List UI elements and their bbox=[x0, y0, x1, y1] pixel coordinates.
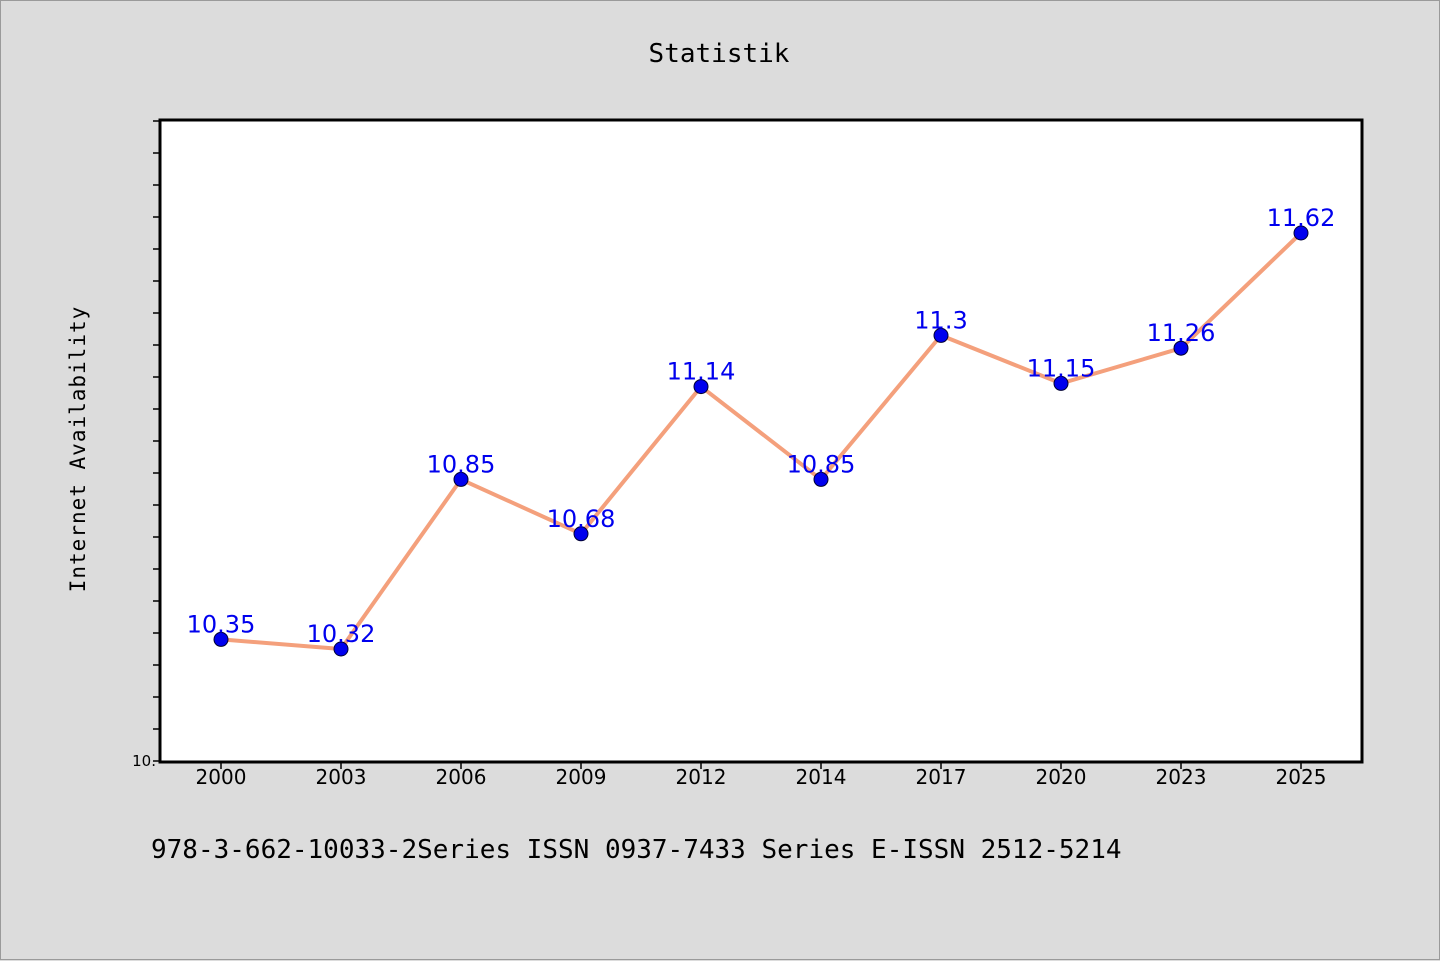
x-tick-label: 2020 bbox=[1036, 765, 1087, 789]
data-point bbox=[1173, 340, 1189, 356]
data-point bbox=[453, 471, 469, 487]
data-markers bbox=[213, 225, 1309, 657]
x-tick-label: 2017 bbox=[916, 765, 967, 789]
data-label: 10.32 bbox=[307, 620, 376, 648]
data-label: 10.68 bbox=[547, 505, 616, 533]
data-point bbox=[573, 526, 589, 542]
x-tick-label: 2025 bbox=[1276, 765, 1327, 789]
footnote-text: 978-3-662-10033-2Series ISSN 0937-7433 S… bbox=[151, 835, 1122, 865]
x-axis-ticks: 2000 2003 2006 2009 2012 2014 2017 2020 2023 2025 bbox=[196, 762, 1327, 789]
data-labels: 10.35 10.32 10.85 10.68 11.14 10.85 11.3 11.15 1… bbox=[187, 204, 1336, 648]
x-tick-label: 2023 bbox=[1156, 765, 1207, 789]
data-point bbox=[693, 379, 709, 395]
data-point bbox=[333, 641, 349, 657]
x-tick-label: 2006 bbox=[436, 765, 487, 789]
y-axis-ticks: 10. bbox=[132, 120, 160, 770]
plot-area bbox=[158, 118, 1364, 764]
data-label: 10.85 bbox=[427, 450, 496, 478]
y-axis-label: Internet Availability bbox=[66, 306, 90, 593]
data-label: 11.3 bbox=[914, 306, 967, 334]
data-label: 11.15 bbox=[1027, 354, 1096, 382]
y-tick-label: 10. bbox=[132, 752, 156, 770]
data-point bbox=[213, 631, 229, 647]
data-label: 10.35 bbox=[187, 610, 256, 638]
data-point bbox=[1053, 375, 1069, 391]
x-tick-label: 2012 bbox=[676, 765, 727, 789]
series-line bbox=[220, 231, 1303, 651]
data-label: 11.26 bbox=[1147, 319, 1216, 347]
data-point bbox=[1293, 225, 1309, 241]
x-tick-label: 2003 bbox=[316, 765, 367, 789]
data-label: 11.14 bbox=[667, 358, 736, 386]
data-label: 11.62 bbox=[1267, 204, 1336, 232]
data-point bbox=[933, 327, 949, 343]
x-tick-label: 2000 bbox=[196, 765, 247, 789]
chart-title: Statistik bbox=[649, 39, 790, 69]
x-tick-label: 2014 bbox=[796, 765, 847, 789]
x-tick-label: 2009 bbox=[556, 765, 607, 789]
data-label: 10.85 bbox=[787, 450, 856, 478]
data-point bbox=[813, 471, 829, 487]
